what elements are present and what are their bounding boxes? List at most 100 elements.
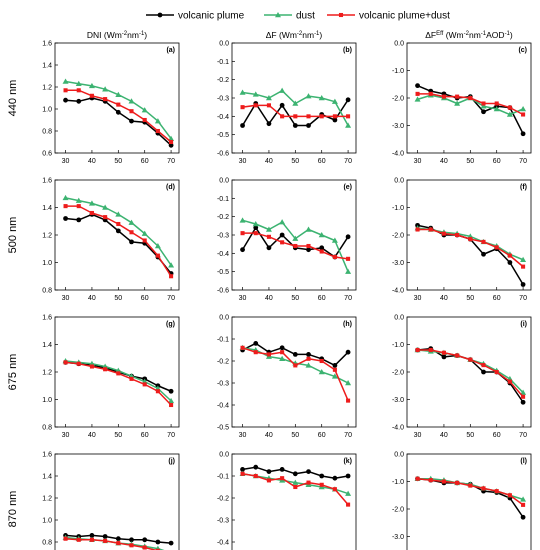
data-point [142, 537, 148, 543]
data-point [155, 548, 160, 550]
y-tick-label: -2.0 [392, 96, 404, 103]
x-tick-label: 40 [88, 432, 96, 439]
data-point [128, 98, 135, 104]
data-point [63, 536, 68, 541]
data-point [115, 109, 121, 115]
data-point [428, 347, 433, 353]
data-point [142, 545, 147, 550]
data-point [155, 128, 160, 134]
data-point [141, 230, 148, 236]
data-point [168, 540, 174, 546]
data-point [494, 245, 499, 250]
x-tick-label: 40 [440, 158, 448, 165]
y-tick-label: -0.5 [217, 132, 229, 139]
data-point [428, 478, 433, 483]
x-tick-label: 70 [344, 295, 352, 302]
data-point [292, 100, 299, 106]
x-tick-label: 60 [318, 158, 326, 165]
data-point [154, 243, 161, 249]
series-volcanic-plume-dust [240, 345, 351, 403]
data-point [332, 363, 338, 368]
data-point [253, 225, 259, 231]
data-point [116, 102, 121, 107]
data-point [240, 345, 245, 350]
y-tick-label: -0.2 [217, 496, 229, 503]
data-point [506, 111, 513, 117]
series-volcanic-plume-dust [240, 103, 351, 119]
data-point [292, 479, 299, 485]
data-point [520, 496, 527, 502]
column-title-0-end: ) [144, 30, 147, 40]
data-point [63, 204, 68, 209]
x-tick-label: 40 [265, 432, 273, 439]
panels: 0.60.81.01.21.41.630 40 50 60 70(a)-0.6-0.5-… [42, 41, 532, 550]
data-point [345, 490, 352, 496]
data-point [62, 78, 69, 84]
column-title-2-end: ) [510, 30, 513, 40]
series-volcanic-plume-dust [415, 91, 526, 117]
panel-b: -0.6 -0.5 -0.4 -0.3 -0.2 -0.1 0.0 30 40 50 60 70 (b) [217, 41, 357, 165]
data-point [155, 389, 160, 394]
x-tick-label: 50 [466, 158, 474, 165]
y-tick-label: 1.4 [42, 205, 52, 212]
data-point [253, 103, 258, 108]
data-point [520, 106, 527, 112]
data-point [102, 204, 109, 210]
data-point [520, 131, 526, 137]
data-point [280, 476, 285, 481]
panel-i: -4.0 -3.0 -2.0 -1.0 0.0 30 40 50 60 70 (i) [392, 315, 532, 439]
x-tick-label: 50 [466, 295, 474, 302]
data-point [128, 219, 135, 225]
y-tick-label: -4.0 [392, 288, 404, 295]
x-tick-label: 70 [519, 158, 527, 165]
data-point [520, 399, 526, 405]
plot-frame [406, 316, 532, 428]
series-volcanic-plume-dust [415, 227, 526, 269]
y-tick-label: 0.8 [42, 540, 52, 547]
series-line [417, 84, 524, 135]
data-point [168, 388, 174, 394]
y-tick-label: 1.2 [42, 85, 52, 92]
data-point [345, 122, 352, 128]
row-label-0: 440 nm [7, 80, 19, 117]
x-tick-label: 30 [414, 432, 422, 439]
y-tick-label: -0.2 [217, 359, 229, 366]
data-point [331, 237, 338, 243]
x-tick-label: 60 [493, 432, 501, 439]
data-point [252, 221, 259, 227]
data-point [280, 114, 285, 119]
column-title-1-main: ΔF (Wm [266, 30, 297, 40]
data-point [292, 235, 299, 241]
x-tick-label: 70 [344, 158, 352, 165]
series-line [65, 205, 172, 277]
plot-frame [231, 42, 357, 154]
data-point [168, 142, 174, 148]
panel-f: -4.0 -3.0 -2.0 -1.0 0.0 30 40 50 60 70 (f) [392, 178, 532, 302]
plot-frame [406, 179, 532, 291]
data-point [306, 114, 311, 119]
data-point [279, 467, 285, 472]
data-point [494, 489, 499, 494]
x-tick-label: 50 [291, 158, 299, 165]
data-point [345, 268, 352, 274]
data-point [88, 82, 95, 89]
data-point [332, 254, 337, 260]
data-point [115, 91, 122, 97]
data-point [521, 502, 526, 507]
data-point [441, 231, 446, 236]
data-point [441, 94, 446, 99]
data-point [481, 369, 486, 375]
x-tick-label: 40 [88, 295, 96, 302]
data-point [253, 341, 259, 346]
plot-frame [231, 453, 357, 550]
y-tick-label: 1.6 [42, 315, 52, 322]
series-volcanic-plume-dust [63, 204, 174, 279]
column-title-0-main: DNI (Wm [87, 30, 122, 40]
x-tick-label: 40 [88, 158, 96, 165]
y-tick-label: -0.3 [217, 96, 229, 103]
x-tick-label: 50 [466, 432, 474, 439]
legend-marker-0 [157, 12, 163, 18]
